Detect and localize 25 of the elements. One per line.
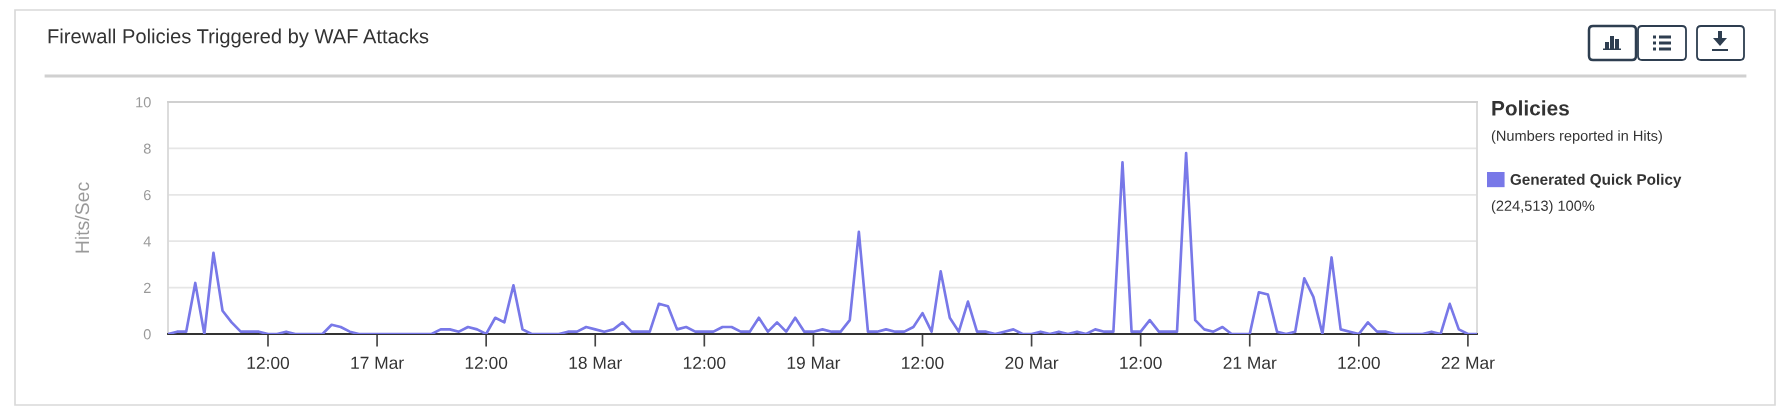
x-tick-label: 18 Mar — [569, 356, 622, 369]
x-tick-label: 20 Mar — [1005, 356, 1059, 369]
y-tick-label: 8 — [143, 143, 151, 154]
legend-title: Policies — [1492, 100, 1569, 116]
y-axis-title: Hits/Sec — [74, 182, 90, 253]
x-tick-label: 12:00 — [683, 356, 726, 369]
x-tick-label: 22 Mar — [1441, 356, 1495, 369]
y-tick-label: 2 — [143, 282, 151, 293]
x-tick-label: 12:00 — [465, 356, 508, 369]
x-tick-label: 12:00 — [1120, 356, 1162, 369]
line-series — [168, 151, 1477, 334]
x-tick-label: 17 Mar — [351, 356, 404, 369]
y-tick-label: 4 — [143, 236, 151, 247]
y-tick-label: 10 — [136, 97, 151, 108]
x-tick-label: 12:00 — [1338, 356, 1380, 369]
y-tick-label: 6 — [143, 189, 151, 201]
text: (Numbers reported in Hits) — [1491, 130, 1662, 144]
y-tick-label: 0 — [143, 329, 151, 340]
x-tick-label: 21 Mar — [1223, 356, 1277, 369]
x-tick-label: 12:00 — [247, 356, 290, 369]
x-tick-label: 12:00 — [902, 356, 944, 369]
chart-title: Firewall Policies Triggered by WAF Attacks — [48, 28, 429, 48]
text: (224,513) 100% — [1491, 200, 1595, 214]
legend-label: Generated Quick Policy — [1510, 173, 1682, 188]
x-tick-label: 19 Mar — [787, 356, 841, 369]
